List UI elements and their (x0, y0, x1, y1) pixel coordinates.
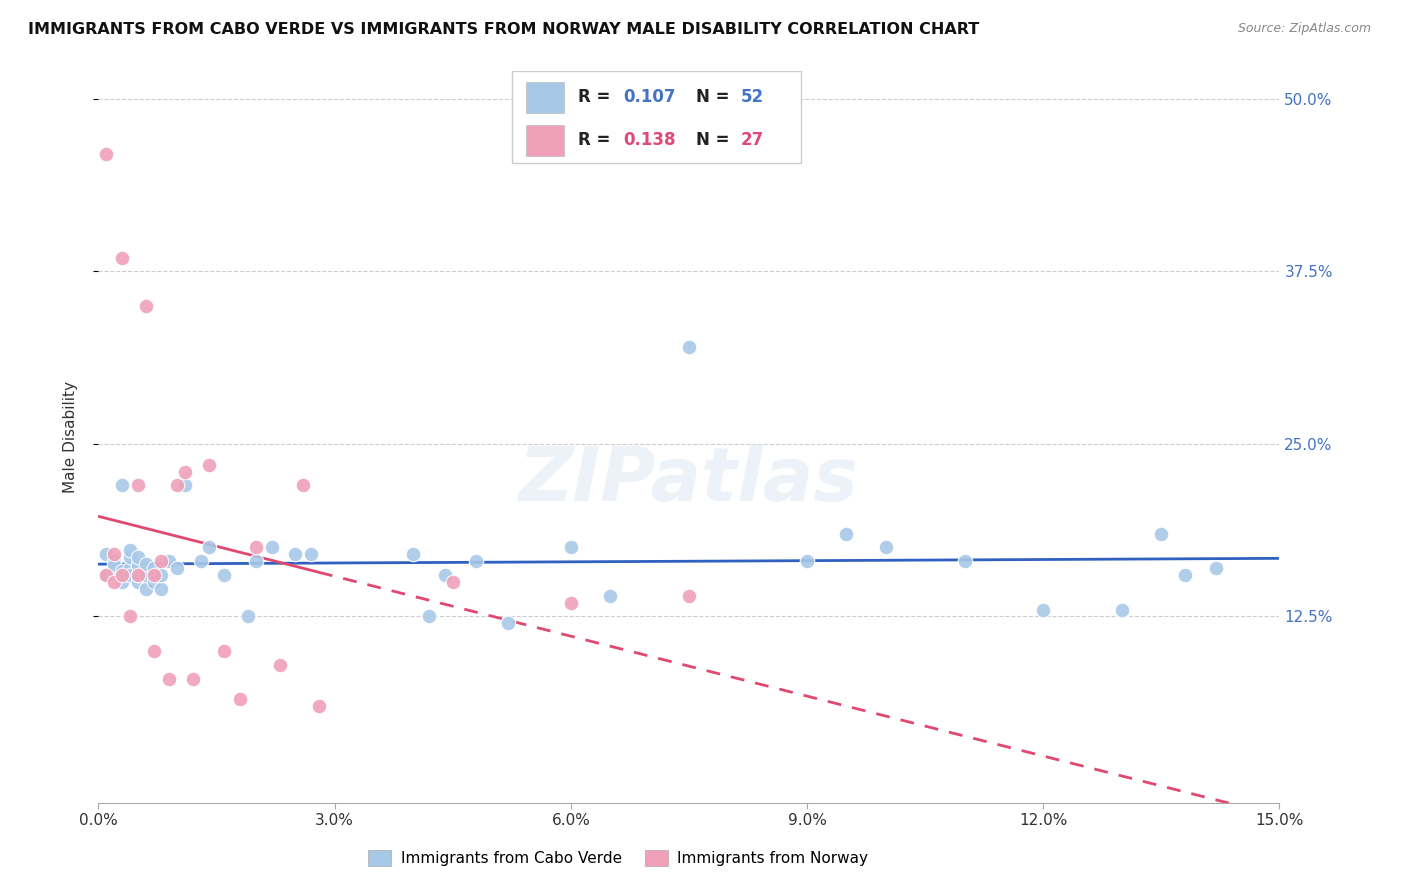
Point (174, 478, 197, 492)
Point (135, 557, 157, 571)
Point (953, 554, 976, 568)
Point (796, 554, 818, 568)
Point (127, 568, 149, 582)
Text: N =: N = (696, 131, 735, 149)
Point (150, 568, 173, 582)
Text: 52: 52 (741, 88, 763, 106)
Point (111, 574, 134, 589)
Point (150, 582, 173, 596)
Text: 0.138: 0.138 (623, 131, 675, 149)
Point (135, 568, 157, 582)
Point (142, 574, 165, 589)
Point (284, 548, 307, 562)
Point (150, 554, 173, 568)
Text: R =: R = (578, 88, 616, 106)
Point (157, 554, 180, 568)
Point (245, 541, 267, 555)
Point (111, 478, 134, 492)
Point (236, 609, 259, 624)
FancyBboxPatch shape (512, 71, 801, 162)
Point (197, 541, 219, 555)
Point (1032, 602, 1054, 616)
Point (166, 561, 188, 575)
Point (292, 478, 315, 492)
Point (678, 589, 700, 603)
Point (678, 340, 700, 354)
Point (465, 554, 488, 568)
Point (197, 458, 219, 472)
Point (111, 568, 134, 582)
Point (433, 568, 456, 582)
Point (103, 558, 125, 573)
Point (103, 548, 125, 562)
Point (1174, 568, 1197, 582)
Point (118, 550, 141, 565)
Point (111, 568, 134, 582)
Point (135, 299, 157, 313)
Text: 27: 27 (741, 131, 763, 149)
Point (96, 568, 118, 582)
Point (118, 543, 141, 558)
Point (214, 644, 236, 658)
Point (599, 589, 621, 603)
Point (496, 616, 519, 631)
Point (127, 574, 149, 589)
Point (181, 672, 204, 686)
Text: IMMIGRANTS FROM CABO VERDE VS IMMIGRANTS FROM NORWAY MALE DISABILITY CORRELATION: IMMIGRANTS FROM CABO VERDE VS IMMIGRANTS… (28, 22, 980, 37)
Point (111, 564, 134, 578)
Point (299, 548, 322, 562)
Point (96, 548, 118, 562)
Point (875, 541, 897, 555)
Legend: Immigrants from Cabo Verde, Immigrants from Norway: Immigrants from Cabo Verde, Immigrants f… (363, 844, 873, 872)
Point (118, 568, 141, 582)
Point (103, 554, 125, 568)
Point (127, 478, 149, 492)
Point (142, 568, 165, 582)
Text: Source: ZipAtlas.com: Source: ZipAtlas.com (1237, 22, 1371, 36)
Point (103, 564, 125, 578)
Point (260, 541, 283, 555)
Point (1150, 526, 1173, 541)
Point (96, 568, 118, 582)
Point (835, 526, 858, 541)
Point (402, 548, 425, 562)
Point (190, 554, 212, 568)
Point (214, 568, 236, 582)
Text: R =: R = (578, 131, 616, 149)
Point (166, 478, 188, 492)
Point (229, 692, 252, 706)
Point (127, 550, 149, 565)
Text: ZIPatlas: ZIPatlas (519, 444, 859, 517)
FancyBboxPatch shape (526, 125, 564, 156)
Point (135, 582, 157, 596)
Point (118, 609, 141, 624)
Point (1205, 561, 1227, 575)
Text: 0.107: 0.107 (623, 88, 675, 106)
Point (1111, 602, 1133, 616)
Text: N =: N = (696, 88, 735, 106)
Point (142, 561, 165, 575)
Y-axis label: Male Disability: Male Disability (63, 381, 77, 493)
Point (127, 568, 149, 582)
FancyBboxPatch shape (526, 82, 564, 113)
Point (560, 596, 582, 610)
Point (441, 574, 464, 589)
Point (127, 558, 149, 573)
Point (142, 644, 165, 658)
Point (103, 574, 125, 589)
Point (118, 561, 141, 575)
Point (560, 541, 582, 555)
Point (96, 147, 118, 161)
Point (418, 609, 440, 624)
Point (308, 699, 330, 714)
Point (111, 251, 134, 265)
Point (245, 554, 267, 568)
Point (269, 657, 291, 672)
Point (157, 672, 180, 686)
Point (174, 465, 197, 479)
